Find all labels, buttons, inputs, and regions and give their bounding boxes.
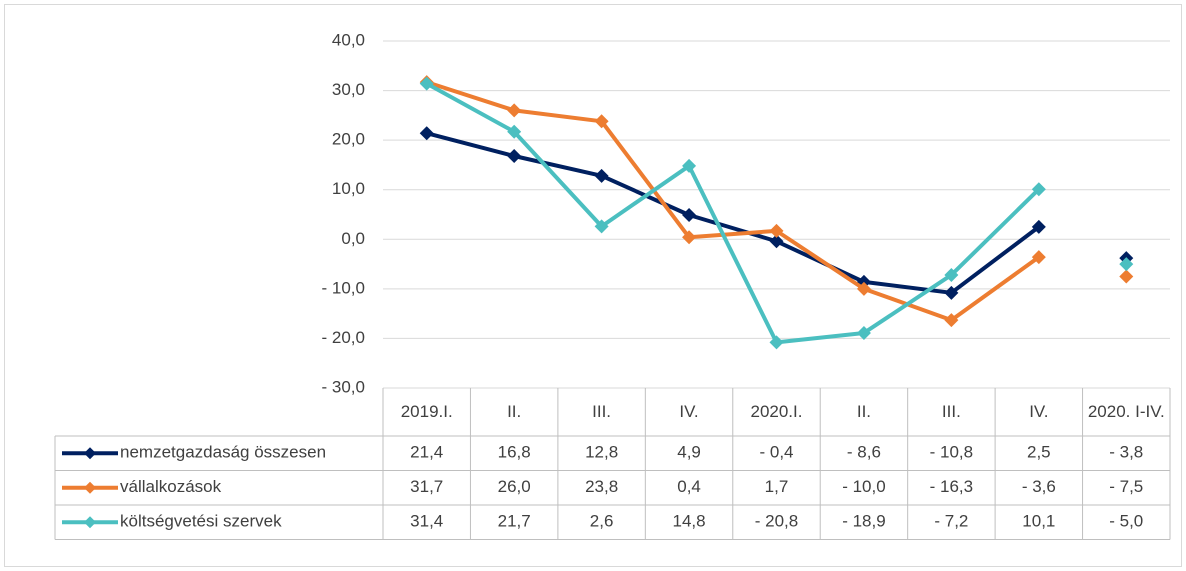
data-label: 12,8: [585, 443, 618, 462]
marker: [944, 313, 959, 328]
x-tick-label-box: 2020. I-IV.: [1087, 402, 1165, 421]
data-label: 2,5: [1027, 443, 1051, 462]
marker: [507, 124, 522, 139]
data-label: 23,8: [585, 477, 618, 496]
marker: [769, 223, 784, 238]
data-label: 1,7: [765, 477, 789, 496]
data-label: 0,4: [677, 477, 701, 496]
data-label: - 7,2: [934, 512, 968, 531]
y-tick-label: 10,0: [332, 179, 365, 198]
marker: [419, 126, 434, 141]
x-tick-label-box: II.: [856, 402, 872, 421]
x-tick-label: 2019.I.: [400, 402, 453, 421]
x-tick-label: 2020.I.: [750, 402, 803, 421]
data-label: - 18,9: [842, 512, 885, 531]
marker: [594, 114, 609, 129]
marker: [682, 207, 697, 222]
data-label: - 20,8: [755, 512, 798, 531]
data-label: - 10,8: [930, 443, 973, 462]
x-tick-label-box: II.: [507, 402, 522, 421]
x-tick-label: IV.: [679, 402, 699, 421]
y-tick-label: 20,0: [332, 130, 365, 149]
marker: [682, 158, 697, 173]
marker: [419, 76, 434, 91]
legend-label: nemzetgazdaság összesen: [120, 443, 326, 462]
x-tick-label: II.: [856, 402, 872, 421]
y-tick-label: - 20,0: [322, 328, 365, 347]
series-line: [427, 84, 1127, 343]
legend-marker: [84, 481, 96, 494]
y-tick-label: 0,0: [341, 229, 365, 248]
data-label: - 5,0: [1109, 512, 1143, 531]
legend-label: vállalkozások: [120, 477, 222, 496]
marker: [1119, 257, 1134, 272]
data-label: 26,0: [498, 477, 531, 496]
marker: [1119, 269, 1134, 284]
data-label: 14,8: [673, 512, 706, 531]
data-label: - 3,6: [1022, 477, 1056, 496]
data-label: - 7,5: [1109, 477, 1143, 496]
legend-label: költségvetési szervek: [120, 512, 282, 531]
x-tick-label: III.: [941, 402, 961, 421]
marker: [1031, 250, 1046, 265]
x-tick-label-box: 2020.I.: [750, 402, 803, 421]
data-label: 2,6: [590, 512, 614, 531]
data-label: 31,7: [410, 477, 443, 496]
marker: [769, 335, 784, 350]
data-label: 4,9: [677, 443, 701, 462]
data-label: 10,1: [1022, 512, 1055, 531]
y-tick-label: - 10,0: [322, 278, 365, 297]
marker: [507, 149, 522, 164]
legend-marker: [84, 516, 96, 529]
marker: [1031, 219, 1046, 234]
data-label: 21,7: [498, 512, 531, 531]
data-label: - 10,0: [842, 477, 885, 496]
marker: [944, 285, 959, 300]
y-tick-label: 40,0: [332, 30, 365, 49]
marker: [594, 219, 609, 234]
y-tick-label: 30,0: [332, 80, 365, 99]
data-label: 21,4: [410, 443, 443, 462]
marker: [682, 230, 697, 245]
x-tick-label-box: III.: [592, 402, 612, 421]
marker: [944, 267, 959, 282]
x-tick-label: IV.: [1029, 402, 1049, 421]
marker: [1031, 182, 1046, 197]
x-tick-label-box: 2019.I.: [400, 402, 453, 421]
x-tick-label-box: III.: [941, 402, 961, 421]
data-label: - 0,4: [759, 443, 793, 462]
data-label: - 3,8: [1109, 443, 1143, 462]
y-tick-label: - 30,0: [322, 377, 365, 396]
x-tick-label: III.: [592, 402, 612, 421]
data-label: - 16,3: [930, 477, 973, 496]
legend-marker: [84, 447, 96, 460]
series-line: [427, 82, 1127, 320]
marker: [856, 281, 871, 296]
x-tick-label-box: IV.: [1029, 402, 1049, 421]
marker: [856, 325, 871, 340]
x-tick-label: II.: [507, 402, 522, 421]
data-label: 16,8: [498, 443, 531, 462]
x-tick-label: 2020. I-IV.: [1087, 402, 1165, 421]
x-tick-label-box: IV.: [679, 402, 699, 421]
data-label: - 8,6: [847, 443, 881, 462]
marker: [594, 168, 609, 183]
marker: [507, 103, 522, 118]
chart-frame: [4, 4, 1182, 567]
marker: [769, 234, 784, 249]
data-label: 31,4: [410, 512, 443, 531]
